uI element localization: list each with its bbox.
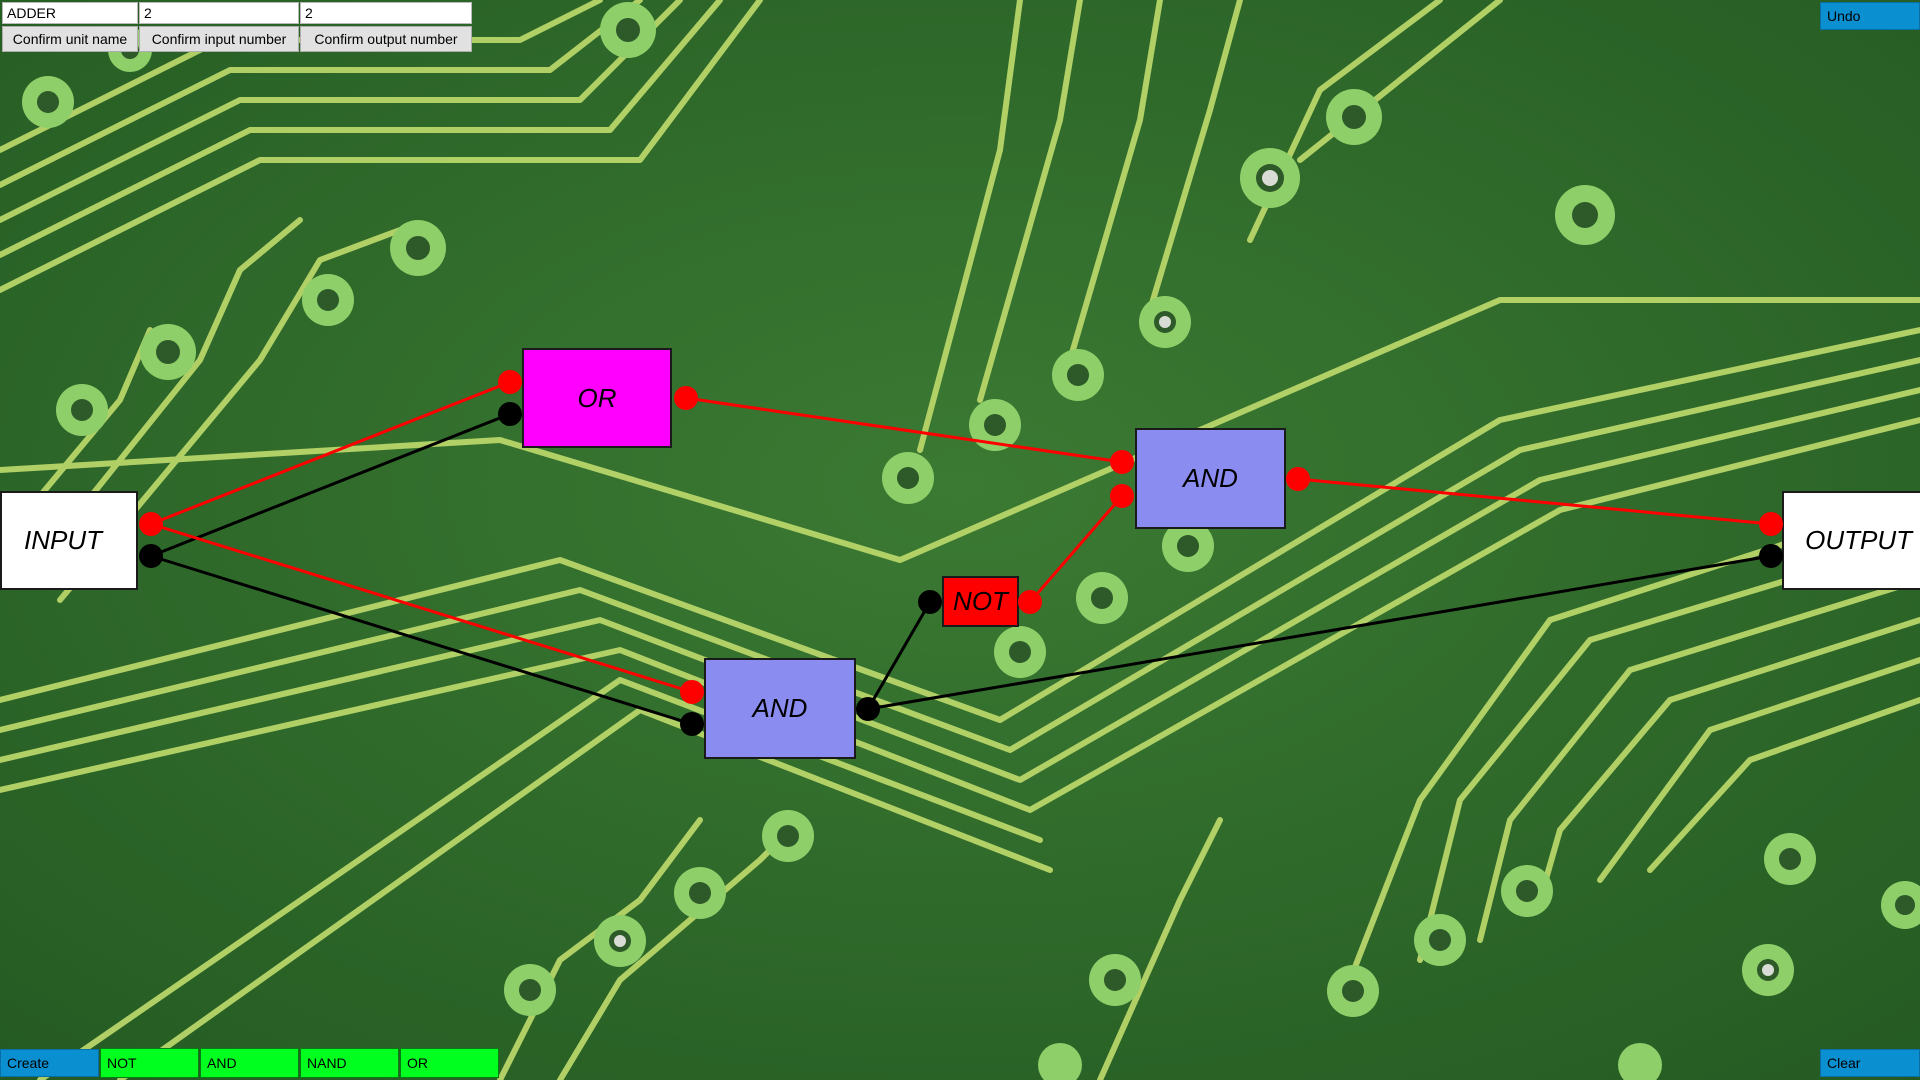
palette-and-button[interactable]: AND: [200, 1048, 299, 1078]
input-number-input[interactable]: [139, 2, 299, 24]
palette-not-button[interactable]: NOT: [100, 1048, 199, 1078]
confirm-unit-name-button[interactable]: Confirm unit name: [2, 26, 138, 52]
input-block[interactable]: INPUT: [0, 491, 138, 590]
not-gate-label: NOT: [953, 586, 1008, 616]
input-block-label: INPUT: [24, 525, 102, 555]
create-button[interactable]: Create: [0, 1049, 99, 1077]
and-gate-lower[interactable]: AND: [704, 658, 856, 759]
output-block-label: OUTPUT: [1805, 525, 1912, 555]
or-gate-label: OR: [577, 382, 617, 413]
undo-button[interactable]: Undo: [1820, 2, 1920, 30]
confirm-input-number-button[interactable]: Confirm input number: [139, 26, 299, 52]
output-block[interactable]: OUTPUT: [1782, 491, 1920, 590]
and-gate-upper-label: AND: [1183, 463, 1238, 493]
or-gate[interactable]: OR: [522, 348, 672, 448]
clear-button[interactable]: Clear: [1820, 1049, 1920, 1077]
palette-nand-button[interactable]: NAND: [300, 1048, 399, 1078]
unit-name-input[interactable]: [2, 2, 138, 24]
and-gate-lower-label: AND: [752, 693, 808, 723]
and-gate-upper[interactable]: AND: [1135, 428, 1286, 529]
output-number-input[interactable]: [300, 2, 472, 24]
confirm-output-number-button[interactable]: Confirm output number: [300, 26, 472, 52]
palette-or-button[interactable]: OR: [400, 1048, 499, 1078]
not-gate[interactable]: NOT: [942, 576, 1019, 627]
